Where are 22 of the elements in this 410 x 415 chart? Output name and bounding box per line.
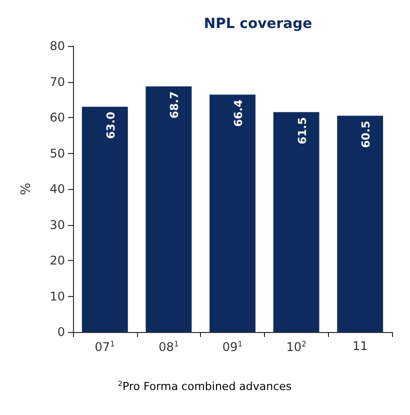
data-label: 66.4 <box>232 99 245 127</box>
y-tick-label: 10 <box>50 289 65 304</box>
x-tick-label: 11 <box>352 339 368 353</box>
chart-title: NPL coverage <box>204 16 312 32</box>
bar <box>210 94 256 332</box>
y-tick-label: 0 <box>57 325 65 339</box>
data-label: 61.5 <box>296 117 309 144</box>
bar <box>146 86 192 332</box>
y-tick-label: 80 <box>50 39 65 53</box>
bar <box>82 106 128 332</box>
bar <box>337 116 384 332</box>
y-tick-label: 70 <box>50 74 65 89</box>
y-tick-label: 60 <box>50 110 65 124</box>
data-label: 68.7 <box>168 91 182 119</box>
bar <box>273 112 320 332</box>
y-tick-label: 30 <box>50 218 65 232</box>
y-axis-title: % <box>19 182 34 196</box>
data-label: 63.0 <box>104 111 118 139</box>
y-tick-label: 50 <box>50 146 65 160</box>
y-tick-label: 20 <box>50 254 65 268</box>
data-label: 60.5 <box>360 120 373 148</box>
y-tick-label: 40 <box>50 182 65 196</box>
